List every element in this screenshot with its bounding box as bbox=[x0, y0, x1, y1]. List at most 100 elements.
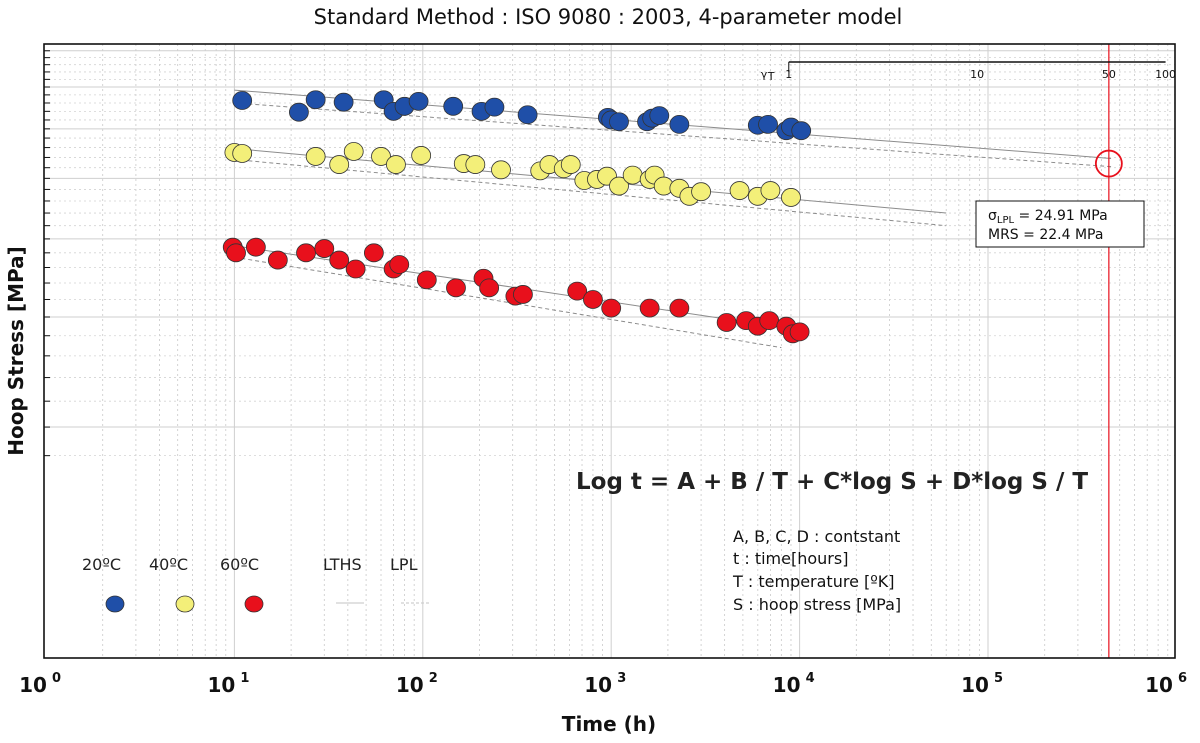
x-tick-exponent: 5 bbox=[994, 671, 1003, 686]
legend-label-60c: 60ºC bbox=[220, 555, 259, 574]
legend-label-lths: LTHS bbox=[323, 555, 362, 574]
lpl-line-60c bbox=[234, 256, 782, 349]
data-point-60c bbox=[314, 239, 335, 258]
data-point-40c bbox=[329, 155, 350, 174]
data-point-20c bbox=[669, 114, 690, 134]
data-point-60c bbox=[479, 278, 500, 298]
definition-stress: S : hoop stress [MPa] bbox=[733, 595, 901, 614]
data-point-20c bbox=[333, 92, 354, 112]
sigma-lpl-annotation: σLPL = 24.91 MPa bbox=[988, 208, 1108, 226]
lpl-line-40c bbox=[234, 158, 947, 227]
x-tick-exponent: 3 bbox=[617, 671, 626, 686]
mrs-highlight-circle bbox=[1094, 149, 1123, 178]
definition-constants: A, B, C, D : contstant bbox=[733, 527, 900, 546]
gamma-scale: γ T 1 10 50 100 bbox=[761, 61, 1176, 83]
data-point-20c bbox=[649, 106, 670, 126]
data-point-40c bbox=[729, 181, 750, 200]
legend: 20ºC 40ºC 60ºC LTHS LPL bbox=[82, 555, 431, 613]
data-point-20c bbox=[232, 91, 253, 110]
data-point-40c bbox=[465, 155, 486, 174]
data-point-40c bbox=[760, 181, 781, 200]
data-point-60c bbox=[759, 311, 780, 331]
x-tick-labels: 10 0 10 1 10 2 10 3 10 4 10 5 10 6 bbox=[19, 671, 1187, 697]
data-point-60c bbox=[226, 243, 246, 263]
sigma-symbol: σ bbox=[988, 208, 997, 224]
mrs-annotation: MRS = 22.4 MPa bbox=[988, 227, 1103, 243]
data-point-20c bbox=[289, 102, 309, 122]
y-axis-label: Hoop Stress [MPa] bbox=[4, 246, 28, 455]
data-point-40c bbox=[781, 188, 801, 207]
sigma-subscript: LPL bbox=[997, 215, 1015, 226]
annotation-box bbox=[975, 200, 1145, 248]
data-point-20c bbox=[305, 90, 326, 110]
x-tick-label: 10 bbox=[1145, 673, 1173, 697]
x-tick-exponent: 1 bbox=[240, 671, 249, 686]
reference-line bbox=[1094, 44, 1123, 658]
x-tick-label: 10 bbox=[961, 673, 989, 697]
sigma-value: = 24.91 MPa bbox=[1014, 208, 1108, 224]
data-point-20c bbox=[443, 96, 464, 116]
legend-label-lpl: LPL bbox=[390, 555, 418, 574]
data-point-60c bbox=[329, 250, 350, 270]
data-point-20c bbox=[517, 105, 538, 125]
x-tick-exponent: 4 bbox=[806, 671, 815, 686]
data-point-60c bbox=[583, 290, 603, 309]
data-point-40c bbox=[691, 182, 711, 202]
data-point-60c bbox=[345, 259, 366, 279]
legend-label-40c: 40ºC bbox=[149, 555, 188, 574]
data-point-60c bbox=[669, 298, 690, 318]
data-point-60c bbox=[245, 237, 266, 257]
data-point-60c bbox=[363, 243, 384, 263]
legend-marker-40c bbox=[175, 595, 195, 613]
data-point-60c bbox=[716, 313, 737, 332]
data-point-60c bbox=[789, 322, 810, 342]
x-tick-label: 10 bbox=[396, 673, 424, 697]
data-point-20c bbox=[758, 114, 778, 134]
gamma-tick-label: 50 bbox=[1102, 68, 1116, 81]
x-axis-label: Time (h) bbox=[562, 712, 656, 736]
data-point-40c bbox=[371, 147, 391, 166]
plot-frame bbox=[43, 43, 1176, 659]
data-point-60c bbox=[567, 281, 588, 301]
data-point-60c bbox=[296, 243, 316, 263]
data-point-40c bbox=[560, 155, 581, 174]
equation: Log t = A + B / T + C*log S + D*log S / … bbox=[576, 469, 1088, 495]
legend-marker-60c bbox=[244, 595, 264, 613]
data-point-60c bbox=[267, 250, 288, 270]
x-tick-label: 10 bbox=[19, 673, 47, 697]
gamma-tick-label: 100 bbox=[1155, 68, 1176, 81]
x-tick-label: 10 bbox=[584, 673, 612, 697]
x-tick-exponent: 2 bbox=[429, 671, 438, 686]
gamma-label-sub: T bbox=[767, 70, 775, 83]
definition-temperature: T : temperature [ºK] bbox=[732, 572, 895, 591]
data-point-60c bbox=[639, 298, 660, 318]
data-point-20c bbox=[609, 112, 629, 132]
data-point-40c bbox=[305, 147, 326, 166]
data-points bbox=[222, 90, 812, 344]
legend-label-20c: 20ºC bbox=[82, 555, 121, 574]
grid-lines bbox=[44, 44, 1175, 658]
data-point-40c bbox=[232, 144, 253, 163]
x-tick-exponent: 6 bbox=[1178, 671, 1187, 686]
data-point-40c bbox=[386, 155, 406, 174]
data-point-60c bbox=[601, 298, 622, 318]
data-point-60c bbox=[446, 278, 466, 298]
data-point-60c bbox=[389, 255, 410, 274]
chart-title: Standard Method : ISO 9080 : 2003, 4-par… bbox=[314, 5, 903, 29]
data-point-40c bbox=[411, 146, 432, 165]
gamma-tick-label: 10 bbox=[970, 68, 984, 81]
data-point-20c bbox=[791, 121, 812, 141]
data-point-60c bbox=[416, 270, 437, 290]
data-point-20c bbox=[408, 91, 429, 111]
gamma-tick-label: 1 bbox=[785, 68, 792, 81]
x-tick-label: 10 bbox=[773, 673, 801, 697]
data-point-40c bbox=[343, 142, 364, 161]
data-point-60c bbox=[513, 285, 533, 304]
data-point-40c bbox=[609, 176, 629, 196]
data-point-40c bbox=[622, 165, 643, 185]
legend-marker-20c bbox=[105, 595, 125, 613]
x-tick-label: 10 bbox=[207, 673, 235, 697]
definition-time: t : time[hours] bbox=[733, 549, 848, 568]
data-point-40c bbox=[491, 160, 511, 180]
